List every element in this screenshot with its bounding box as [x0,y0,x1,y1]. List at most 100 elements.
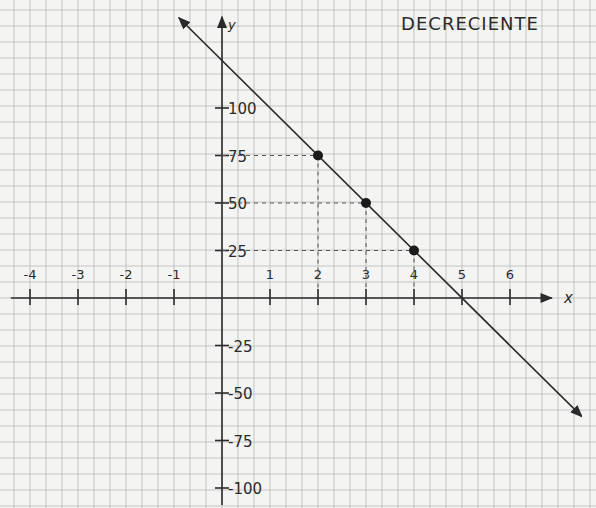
y-tick-label: -25 [228,338,253,356]
paper-grid-line [0,426,596,427]
guide-line [222,203,366,204]
x-tick-label: 5 [458,267,466,282]
paper-grid-line [558,0,559,508]
paper-grid-line [0,506,596,507]
y-tick [215,487,229,489]
chart: DECRECIENTExy-4-3-2-1123456-100-75-50-25… [0,0,596,508]
x-tick-label: 6 [506,267,514,282]
paper-grid-line [174,0,175,508]
paper-grid-line [190,0,191,508]
paper-grid-line [94,0,95,508]
data-point [313,151,323,161]
paper-grid-line [0,122,596,123]
paper-grid-line [0,330,596,331]
paper-grid-line [366,0,367,508]
paper-grid-line [318,0,319,508]
paper-grid-line [78,0,79,508]
x-tick-label: -3 [72,267,85,282]
paper-grid-line [0,378,596,379]
data-line [179,18,582,417]
paper-grid-line [398,0,399,508]
x-tick [269,289,271,305]
paper-grid-line [0,218,596,219]
paper-grid-line [494,0,495,508]
paper-grid-line [30,0,31,508]
paper-grid-line [0,138,596,139]
paper-grid-line [46,0,47,508]
x-tick [29,289,31,305]
y-tick [215,392,229,394]
guide-line [222,250,414,251]
data-point [361,198,371,208]
paper-grid-line [142,0,143,508]
paper-grid-line [0,202,596,203]
y-tick [215,107,229,109]
y-tick [215,440,229,442]
paper-grid [0,0,596,508]
paper-grid-line [0,90,596,91]
y-axis [221,17,223,505]
paper-grid-line [302,0,303,508]
y-axis-title: y [227,17,236,32]
paper-grid-line [126,0,127,508]
paper-grid-line [206,0,207,508]
x-tick-label: -2 [120,267,133,282]
paper-grid-line [0,10,596,11]
data-group [179,18,582,417]
paper-grid-line [526,0,527,508]
paper-grid-line [0,42,596,43]
paper-grid-line [0,314,596,315]
paper-grid-line [0,186,596,187]
paper-grid-line [0,490,596,491]
paper-grid-line [286,0,287,508]
paper-grid-line [0,394,596,395]
guide-line [414,251,415,299]
y-tick-label: -50 [228,385,253,403]
x-tick-label: -1 [168,267,181,282]
paper-grid-line [542,0,543,508]
guide-line [318,156,319,299]
paper-grid-line [0,442,596,443]
y-tick-label: -75 [228,433,253,451]
x-tick [317,289,319,305]
paper-grid-line [254,0,255,508]
paper-grid-line [62,0,63,508]
x-axis [11,297,552,299]
paper-grid-line [382,0,383,508]
paper-grid-line [0,362,596,363]
x-tick [173,289,175,305]
paper-grid-line [0,250,596,251]
title: DECRECIENTE [401,13,539,34]
paper-grid-line [0,74,596,75]
paper-grid-line [0,154,596,155]
paper-grid-line [222,0,223,508]
paper-grid-line [446,0,447,508]
paper [0,0,596,508]
paper-grid-line [574,0,575,508]
x-axis-title: x [563,289,573,307]
paper-grid-line [430,0,431,508]
guide-line [222,155,318,156]
x-tick-label: -4 [24,267,37,282]
paper-grid-line [0,458,596,459]
paper-grid-line [270,0,271,508]
y-tick-label: -100 [228,480,262,498]
paper-grid-line [0,106,596,107]
y-tick-label: 25 [228,243,247,261]
paper-grid-line [350,0,351,508]
y-tick-label: 50 [228,195,247,213]
paper-grid-line [462,0,463,508]
paper-grid-line [0,170,596,171]
paper-grid-line [0,346,596,347]
paper-grid-line [0,58,596,59]
x-tick-label: 1 [266,267,274,282]
paper-grid-line [590,0,591,508]
y-tick-label: 75 [228,148,247,166]
paper-grid-line [0,298,596,299]
x-tick [509,289,511,305]
paper-grid-line [158,0,159,508]
y-tick [215,345,229,347]
data-point [409,246,419,256]
paper-grid-line [334,0,335,508]
paper-grid-line [0,234,596,235]
